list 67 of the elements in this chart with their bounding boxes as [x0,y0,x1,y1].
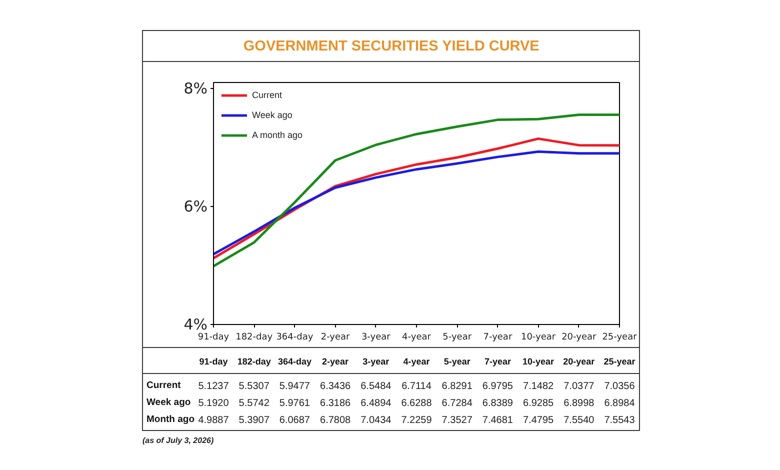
chart-title: GOVERNMENT SECURITIES YIELD CURVE [243,38,540,54]
data-label: 6.5484 [360,381,392,392]
data-label: 5.1237 [198,381,230,392]
category-label: 7-year [484,356,511,366]
data-label: 7.0356 [604,381,636,392]
x-tick-label: 7-year [483,332,512,342]
x-tick-label: 10-year [520,332,556,342]
data-label: 7.0434 [360,415,392,426]
y-tick-label: 8% [184,79,208,98]
data-label: 7.2259 [401,415,432,426]
category-label: 5-year [444,356,470,366]
line-series [214,113,620,268]
data-label: 5.9477 [279,381,310,392]
data-label: 6.8389 [482,398,514,409]
data-label: 5.1920 [198,398,230,409]
category-label: 3-year [362,356,390,366]
data-label: 6.7808 [320,415,352,426]
x-tick-label: 25-year [602,332,638,342]
data-label: 6.6288 [401,398,432,409]
data-label: 4.9887 [198,415,230,426]
y-tick-label: 4% [184,316,208,334]
data-label: 7.3527 [442,415,473,426]
data-label: 6.9795 [482,381,514,392]
x-tick-label: 182-day [236,332,274,342]
x-tick-label: 4-year [402,332,432,342]
data-label: 7.4795 [523,415,554,426]
x-tick-label: 20-year [562,332,597,342]
data-label: 6.4894 [360,398,392,409]
category-label: 2-year [322,356,349,366]
data-label: 6.7114 [402,381,432,392]
x-tick-label: 3-year [361,332,391,342]
data-label: 6.8984 [604,398,636,409]
text: (as of July 3, 2026) [142,436,214,445]
data-label: 6.3436 [320,381,352,392]
data-label: 5.5307 [238,381,270,392]
category-label: 91-day [199,356,228,366]
category-label: 182-day [237,356,271,366]
text: Week ago [146,397,191,408]
data-label: 7.5540 [564,415,595,426]
data-label: 7.4681 [482,415,514,426]
category-label: 20-year [563,356,595,366]
data-label: 7.0377 [564,381,595,392]
text: Current [146,380,182,391]
data-label: 6.8998 [564,398,595,409]
legend-label: Current [252,90,282,100]
category-label: 4-year [403,356,430,366]
data-label: 6.7284 [442,398,473,409]
data-label: 7.1482 [523,381,554,392]
x-tick-label: 91-day [198,332,230,342]
data-label: 6.0687 [279,415,310,426]
data-label: 6.9285 [523,398,554,409]
x-tick-label: 5-year [442,332,472,342]
category-label: 10-year [522,356,554,366]
x-tick-label: 2-year [320,332,350,342]
data-label: 5.5742 [238,398,270,409]
category-label: 364-day [278,356,312,366]
data-label: 7.5543 [604,415,636,426]
legend-label: A month ago [252,130,303,140]
legend-label: Week ago [252,110,292,120]
data-label: 5.9761 [279,398,310,409]
data-label: 5.3907 [238,415,270,426]
data-label: 6.8291 [442,381,473,392]
data-label: 6.3186 [320,398,352,409]
y-tick-label: 6% [184,197,208,216]
text: Month ago [146,414,195,425]
category-label: 25-year [604,356,636,366]
x-tick-label: 364-day [276,332,314,342]
